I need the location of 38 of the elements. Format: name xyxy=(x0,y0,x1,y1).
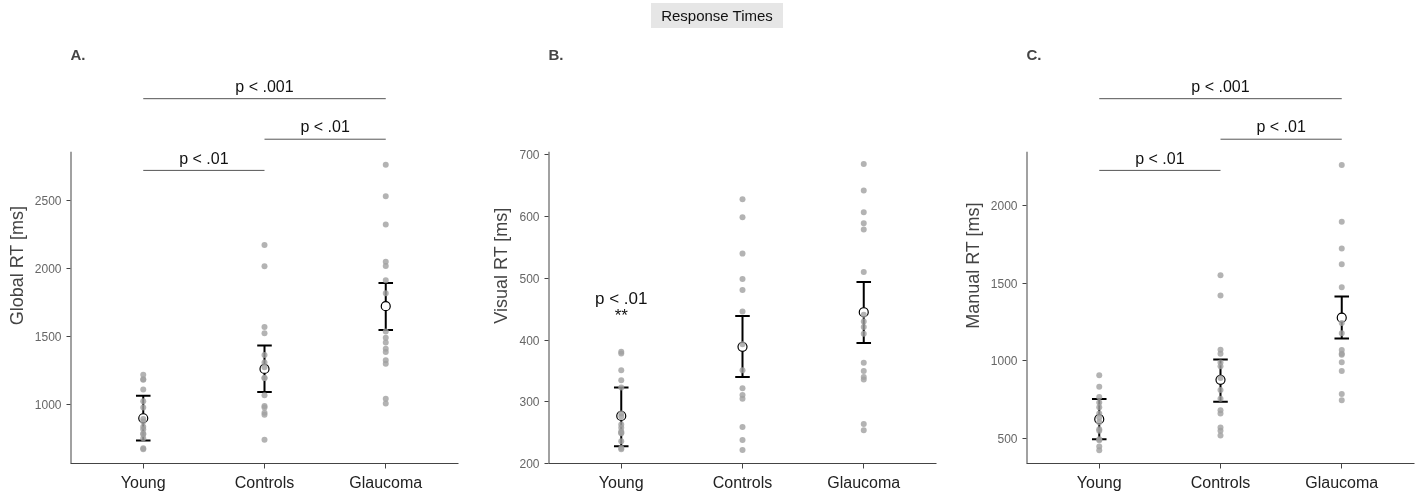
annotation: p < .01 xyxy=(1135,149,1185,167)
text: p < .01 xyxy=(300,118,350,136)
x-tick-label: Young xyxy=(1076,473,1122,491)
annotation: p < .01 xyxy=(595,288,648,308)
y-axis-title: Global RT [ms] xyxy=(6,205,27,326)
y-tick-label: 2500 xyxy=(34,194,62,209)
x-tick-label: Controls xyxy=(1190,473,1251,491)
chart-subtitle: Response Times xyxy=(651,3,783,28)
y-tick-label: 300 xyxy=(519,395,540,410)
y-tick-label: 2000 xyxy=(990,198,1018,213)
text: p < .001 xyxy=(235,77,294,95)
x-tick-label: Young xyxy=(598,473,644,491)
chart-title: A. xyxy=(70,45,86,63)
chart-title: C. xyxy=(1026,45,1042,63)
x-tick-label: Controls xyxy=(234,473,295,491)
y-tick-label: 1000 xyxy=(990,354,1018,369)
annotation: ** xyxy=(614,305,629,325)
y-tick-label: 600 xyxy=(519,210,540,225)
y-tick-label: 1500 xyxy=(34,329,62,344)
x-tick-label: Glaucoma xyxy=(827,473,901,491)
annotation: p < .01 xyxy=(179,149,229,167)
y-tick-label: 500 xyxy=(997,432,1018,447)
y-tick-label: 400 xyxy=(519,333,540,348)
x-tick-label: Glaucoma xyxy=(1305,473,1379,491)
y-tick-label: 200 xyxy=(519,457,540,471)
x-tick-label: Young xyxy=(120,473,166,491)
x-tick-label: Controls xyxy=(712,473,773,491)
y-axis-title: Visual RT [ms] xyxy=(491,207,512,324)
y-tick-label: 700 xyxy=(519,148,540,163)
y-tick-label: 500 xyxy=(519,271,540,286)
text: p < .01 xyxy=(1256,118,1306,136)
y-axis-title: Manual RT [ms] xyxy=(962,202,983,329)
y-tick-label: 2000 xyxy=(34,262,62,277)
x-tick-label: Glaucoma xyxy=(349,473,423,491)
chart-title: B. xyxy=(548,45,564,63)
y-tick-label: 1000 xyxy=(34,397,62,412)
text: p < .001 xyxy=(1191,77,1250,95)
y-tick-label: 1500 xyxy=(990,276,1018,291)
